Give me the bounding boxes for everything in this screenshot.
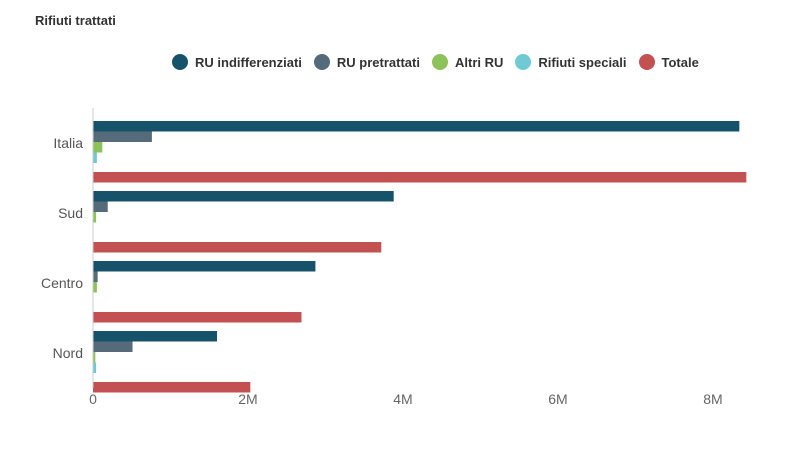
legend-item-ru-pretrattati[interactable]: RU pretrattati [313, 54, 420, 70]
x-tick-label-4m: 4M [393, 391, 412, 407]
bar-sud-totale[interactable] [93, 242, 382, 253]
legend-swatch-rifiuti-speciali [515, 54, 532, 70]
category-label-nord: Nord [53, 345, 83, 361]
bar-italia-ru-indifferenziati[interactable] [93, 121, 740, 132]
category-label-centro: Centro [41, 275, 83, 291]
x-tick-label-8m: 8M [703, 391, 722, 407]
legend-item-altri-ru[interactable]: Altri RU [431, 54, 504, 70]
legend-swatch-ru-pretrattati [313, 54, 330, 70]
legend-item-totale[interactable]: Totale [638, 54, 699, 70]
bar-nord-ru-indifferenziati[interactable] [93, 331, 217, 342]
bar-italia-altri-ru[interactable] [93, 142, 103, 153]
bar-sud-ru-indifferenziati[interactable] [93, 191, 394, 202]
bar-centro-ru-indifferenziati[interactable] [93, 261, 316, 272]
bar-centro-altri-ru[interactable] [93, 282, 97, 293]
x-tick-label-6m: 6M [548, 391, 567, 407]
bar-nord-ru-pretrattati[interactable] [93, 341, 133, 353]
chart-legend: RU indifferenziati RU pretrattati Altri RU… [172, 54, 699, 70]
bar-italia-totale[interactable] [93, 172, 747, 183]
chart-title: Rifiuti trattati [35, 13, 116, 28]
bar-nord-totale[interactable] [93, 382, 251, 393]
bar-centro-ru-pretrattati[interactable] [93, 271, 98, 283]
legend-item-rifiuti-speciali[interactable]: Rifiuti speciali [515, 54, 627, 70]
legend-label: RU pretrattati [336, 54, 420, 70]
legend-swatch-ru-indifferenziati [172, 54, 188, 70]
x-tick-label-0: 0 [89, 391, 97, 407]
bar-italia-ru-pretrattati[interactable] [93, 131, 152, 143]
bar-italia-rifiuti-speciali[interactable] [93, 152, 97, 164]
bar-sud-altri-ru[interactable] [93, 212, 97, 223]
legend-label: Rifiuti speciali [538, 54, 627, 70]
legend-swatch-altri-ru [431, 54, 448, 70]
category-label-italia: Italia [53, 135, 83, 151]
legend-item-ru-indifferenziati[interactable]: RU indifferenziati [172, 54, 302, 70]
legend-label: RU indifferenziati [195, 54, 302, 70]
x-tick-label-2m: 2M [238, 391, 257, 407]
bar-nord-rifiuti-speciali[interactable] [93, 362, 97, 374]
bar-centro-totale[interactable] [93, 312, 302, 323]
legend-label: Totale [661, 54, 699, 70]
category-label-sud: Sud [58, 205, 83, 221]
bar-nord-altri-ru[interactable] [93, 352, 96, 363]
legend-swatch-totale [638, 54, 655, 70]
legend-label: Altri RU [454, 54, 504, 70]
bar-sud-ru-pretrattati[interactable] [93, 201, 108, 213]
